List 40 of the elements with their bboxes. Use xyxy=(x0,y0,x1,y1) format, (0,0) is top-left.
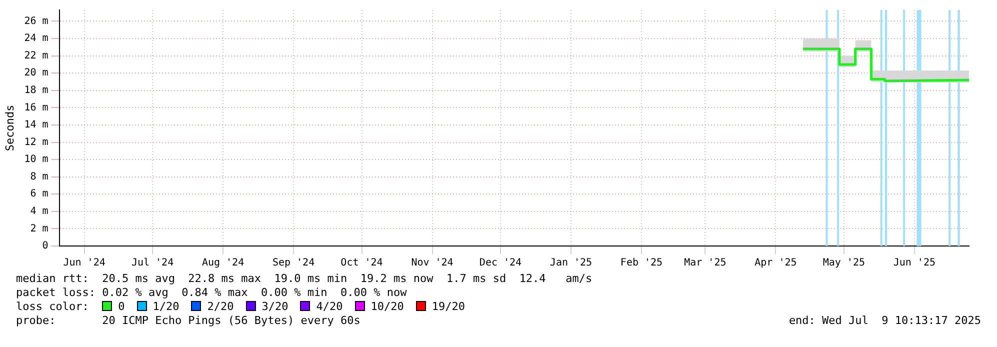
y-tick-label: 24 m xyxy=(24,33,48,44)
y-tick-label: 2 m xyxy=(30,223,48,234)
y-tick-label: 16 m xyxy=(24,102,48,114)
legend-label: 3/20 xyxy=(262,300,288,313)
legend-label: 10/20 xyxy=(370,300,404,313)
x-tick-label: May '25 xyxy=(822,258,865,269)
legend-label: 1/20 xyxy=(152,300,180,313)
y-tick-label: 26 m xyxy=(24,16,48,27)
y-tick-label: 18 m xyxy=(24,84,48,96)
x-tick-label: Feb '25 xyxy=(620,258,663,269)
y-tick-label: 20 m xyxy=(24,68,48,79)
x-tick-label: Jun '25 xyxy=(893,258,936,269)
y-axis-title: Seconds xyxy=(3,104,16,152)
x-tick-label: Sep '24 xyxy=(272,258,315,269)
x-tick-label: Jul '24 xyxy=(131,258,174,269)
y-tick-label: 12 m xyxy=(24,136,48,148)
y-tick-label: 14 m xyxy=(24,120,48,131)
legend-label: 2/20 xyxy=(207,300,234,313)
legend-title: loss color: xyxy=(16,300,90,313)
x-tick-label: Aug '24 xyxy=(202,258,244,269)
text: median rtt: 20.5 ms avg 22.8 ms max 19.0 ms min 19.2 ms now 1.7 ms sd 12.4 am/s xyxy=(16,272,594,286)
x-tick-label: Oct '24 xyxy=(340,258,383,269)
text: probe: 20 ICMP Echo Pings (56 Bytes) every 60s xyxy=(16,314,360,328)
x-tick-label: Mar '25 xyxy=(684,258,726,269)
legend-label: 19/20 xyxy=(432,300,465,313)
y-tick-label: 4 m xyxy=(30,206,48,218)
y-tick-label: 8 m xyxy=(30,171,48,182)
x-tick-label: Dec '24 xyxy=(479,258,522,269)
y-tick-label: 10 m xyxy=(24,154,48,166)
y-tick-label: 0 xyxy=(42,240,48,252)
x-tick-label: Nov '24 xyxy=(411,258,454,269)
legend-label: 0 xyxy=(118,300,125,313)
x-tick-label: Jun '24 xyxy=(63,258,106,269)
y-tick-label: 22 m xyxy=(24,50,48,62)
text: end: Wed Jul 9 10:13:17 2025 xyxy=(788,314,981,328)
legend-label: 4/20 xyxy=(316,300,343,313)
x-tick-label: Jan '25 xyxy=(550,258,592,269)
text: packet loss: 0.02 % avg 0.84 % max 0.00 % min 0.00 % now xyxy=(16,286,408,300)
y-tick-label: 6 m xyxy=(30,188,48,200)
x-tick-label: Apr '25 xyxy=(754,258,797,269)
